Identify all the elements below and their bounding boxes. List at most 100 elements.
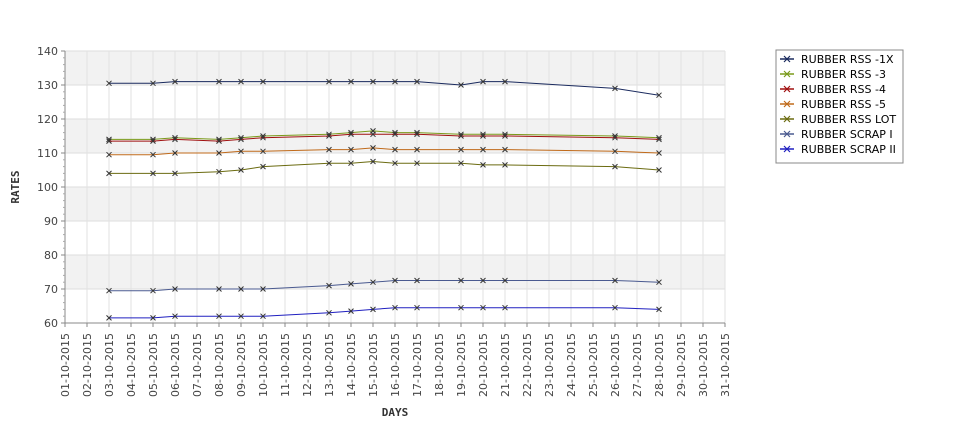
data-point xyxy=(414,131,420,138)
y-tick-label: 110 xyxy=(37,147,58,160)
series-rubber-rss-3 xyxy=(106,128,662,143)
legend-entry: RUBBER RSS -1X xyxy=(780,53,894,66)
legend-label: RUBBER SCRAP II xyxy=(801,143,896,156)
x-tick-label: 17-10-2015 xyxy=(411,333,424,397)
series-line xyxy=(109,133,660,142)
data-point xyxy=(326,146,332,153)
data-point xyxy=(326,282,332,289)
data-point xyxy=(414,277,420,284)
legend-label: RUBBER RSS LOT xyxy=(801,113,896,126)
data-point xyxy=(326,160,332,167)
legend-entry: RUBBER RSS -4 xyxy=(780,83,886,96)
data-point xyxy=(172,170,178,177)
x-tick-label: 19-10-2015 xyxy=(455,333,468,397)
x-tick-label: 07-10-2015 xyxy=(191,333,204,397)
data-point xyxy=(216,78,222,85)
x-tick-label: 24-10-2015 xyxy=(565,333,578,397)
y-tick-label: 70 xyxy=(44,283,58,296)
x-tick-label: 29-10-2015 xyxy=(675,333,688,397)
x-tick-label: 15-10-2015 xyxy=(367,333,380,397)
data-point xyxy=(370,306,376,313)
data-point xyxy=(370,158,376,165)
data-point xyxy=(414,146,420,153)
legend-entry: RUBBER RSS LOT xyxy=(780,113,896,126)
data-point xyxy=(172,286,178,292)
data-point xyxy=(656,92,662,99)
data-point xyxy=(150,80,156,87)
y-tick-label: 60 xyxy=(44,317,58,330)
x-tick-label: 18-10-2015 xyxy=(433,333,446,397)
y-tick-label: 130 xyxy=(37,79,58,92)
series-line xyxy=(109,81,660,96)
data-point xyxy=(480,304,486,311)
data-point xyxy=(326,309,332,316)
legend-label: RUBBER RSS -4 xyxy=(801,83,886,96)
legend-label: RUBBER RSS -3 xyxy=(801,68,886,81)
legend-label: RUBBER SCRAP I xyxy=(801,128,893,141)
y-axis-title: RATES xyxy=(9,170,22,203)
data-point xyxy=(480,146,486,153)
x-tick-label: 02-10-2015 xyxy=(81,333,94,397)
x-tick-label: 20-10-2015 xyxy=(477,333,490,397)
data-point xyxy=(260,148,266,155)
series-line xyxy=(109,307,660,319)
data-point xyxy=(172,136,178,143)
x-tick-label: 30-10-2015 xyxy=(697,333,710,397)
data-point xyxy=(348,78,354,85)
data-point xyxy=(656,306,662,313)
data-point xyxy=(106,170,112,177)
data-point xyxy=(172,313,178,320)
x-tick-label: 28-10-2015 xyxy=(653,333,666,397)
data-point xyxy=(502,277,508,284)
data-point xyxy=(656,279,662,286)
data-point xyxy=(656,150,662,156)
data-point xyxy=(480,277,486,284)
legend-swatch-marker xyxy=(783,115,791,123)
series-rubber-rss-4 xyxy=(106,131,662,144)
data-point xyxy=(414,304,420,311)
data-point xyxy=(216,168,222,175)
y-tick-label: 120 xyxy=(37,113,58,126)
data-point xyxy=(392,131,398,138)
data-point xyxy=(150,138,156,144)
data-point xyxy=(370,78,376,85)
data-point xyxy=(458,82,464,88)
data-point xyxy=(106,287,112,294)
data-point xyxy=(392,78,398,85)
legend-swatch-marker xyxy=(783,55,791,63)
data-point xyxy=(106,151,112,158)
x-tick-label: 21-10-2015 xyxy=(499,333,512,397)
data-point xyxy=(348,281,354,287)
legend-swatch-marker xyxy=(783,85,791,93)
data-point xyxy=(414,160,420,167)
x-tick-label: 01-10-2015 xyxy=(59,333,72,397)
data-point xyxy=(656,167,662,173)
data-point xyxy=(216,150,222,156)
x-tick-label: 13-10-2015 xyxy=(323,333,336,397)
data-point xyxy=(392,304,398,311)
series-rubber-rss-5 xyxy=(106,145,662,158)
legend-swatch-marker xyxy=(783,70,791,78)
data-point xyxy=(612,148,618,155)
x-axis-ticks: 01-10-2015 02-10-2015 03-10-2015 04-10-2015… xyxy=(59,323,732,397)
data-point xyxy=(458,133,464,139)
x-axis-title: DAYS xyxy=(382,406,409,419)
data-point xyxy=(238,78,244,85)
data-point xyxy=(612,163,618,170)
data-point xyxy=(260,163,266,170)
series-line xyxy=(109,130,660,140)
y-tick-label: 140 xyxy=(37,45,58,58)
x-tick-label: 06-10-2015 xyxy=(169,333,182,397)
legend-swatch-marker xyxy=(783,145,791,153)
data-point xyxy=(392,277,398,284)
x-tick-label: 26-10-2015 xyxy=(609,333,622,397)
x-tick-label: 31-10-2015 xyxy=(719,333,732,397)
data-point xyxy=(458,277,464,284)
legend: RUBBER RSS -1X RUBBER RSS -3 RUBBER RSS -4… xyxy=(775,49,904,164)
legend-box xyxy=(775,49,904,164)
data-point xyxy=(502,133,508,139)
data-point xyxy=(238,313,244,320)
data-point xyxy=(106,138,112,144)
x-tick-label: 27-10-2015 xyxy=(631,333,644,397)
data-point xyxy=(392,160,398,167)
